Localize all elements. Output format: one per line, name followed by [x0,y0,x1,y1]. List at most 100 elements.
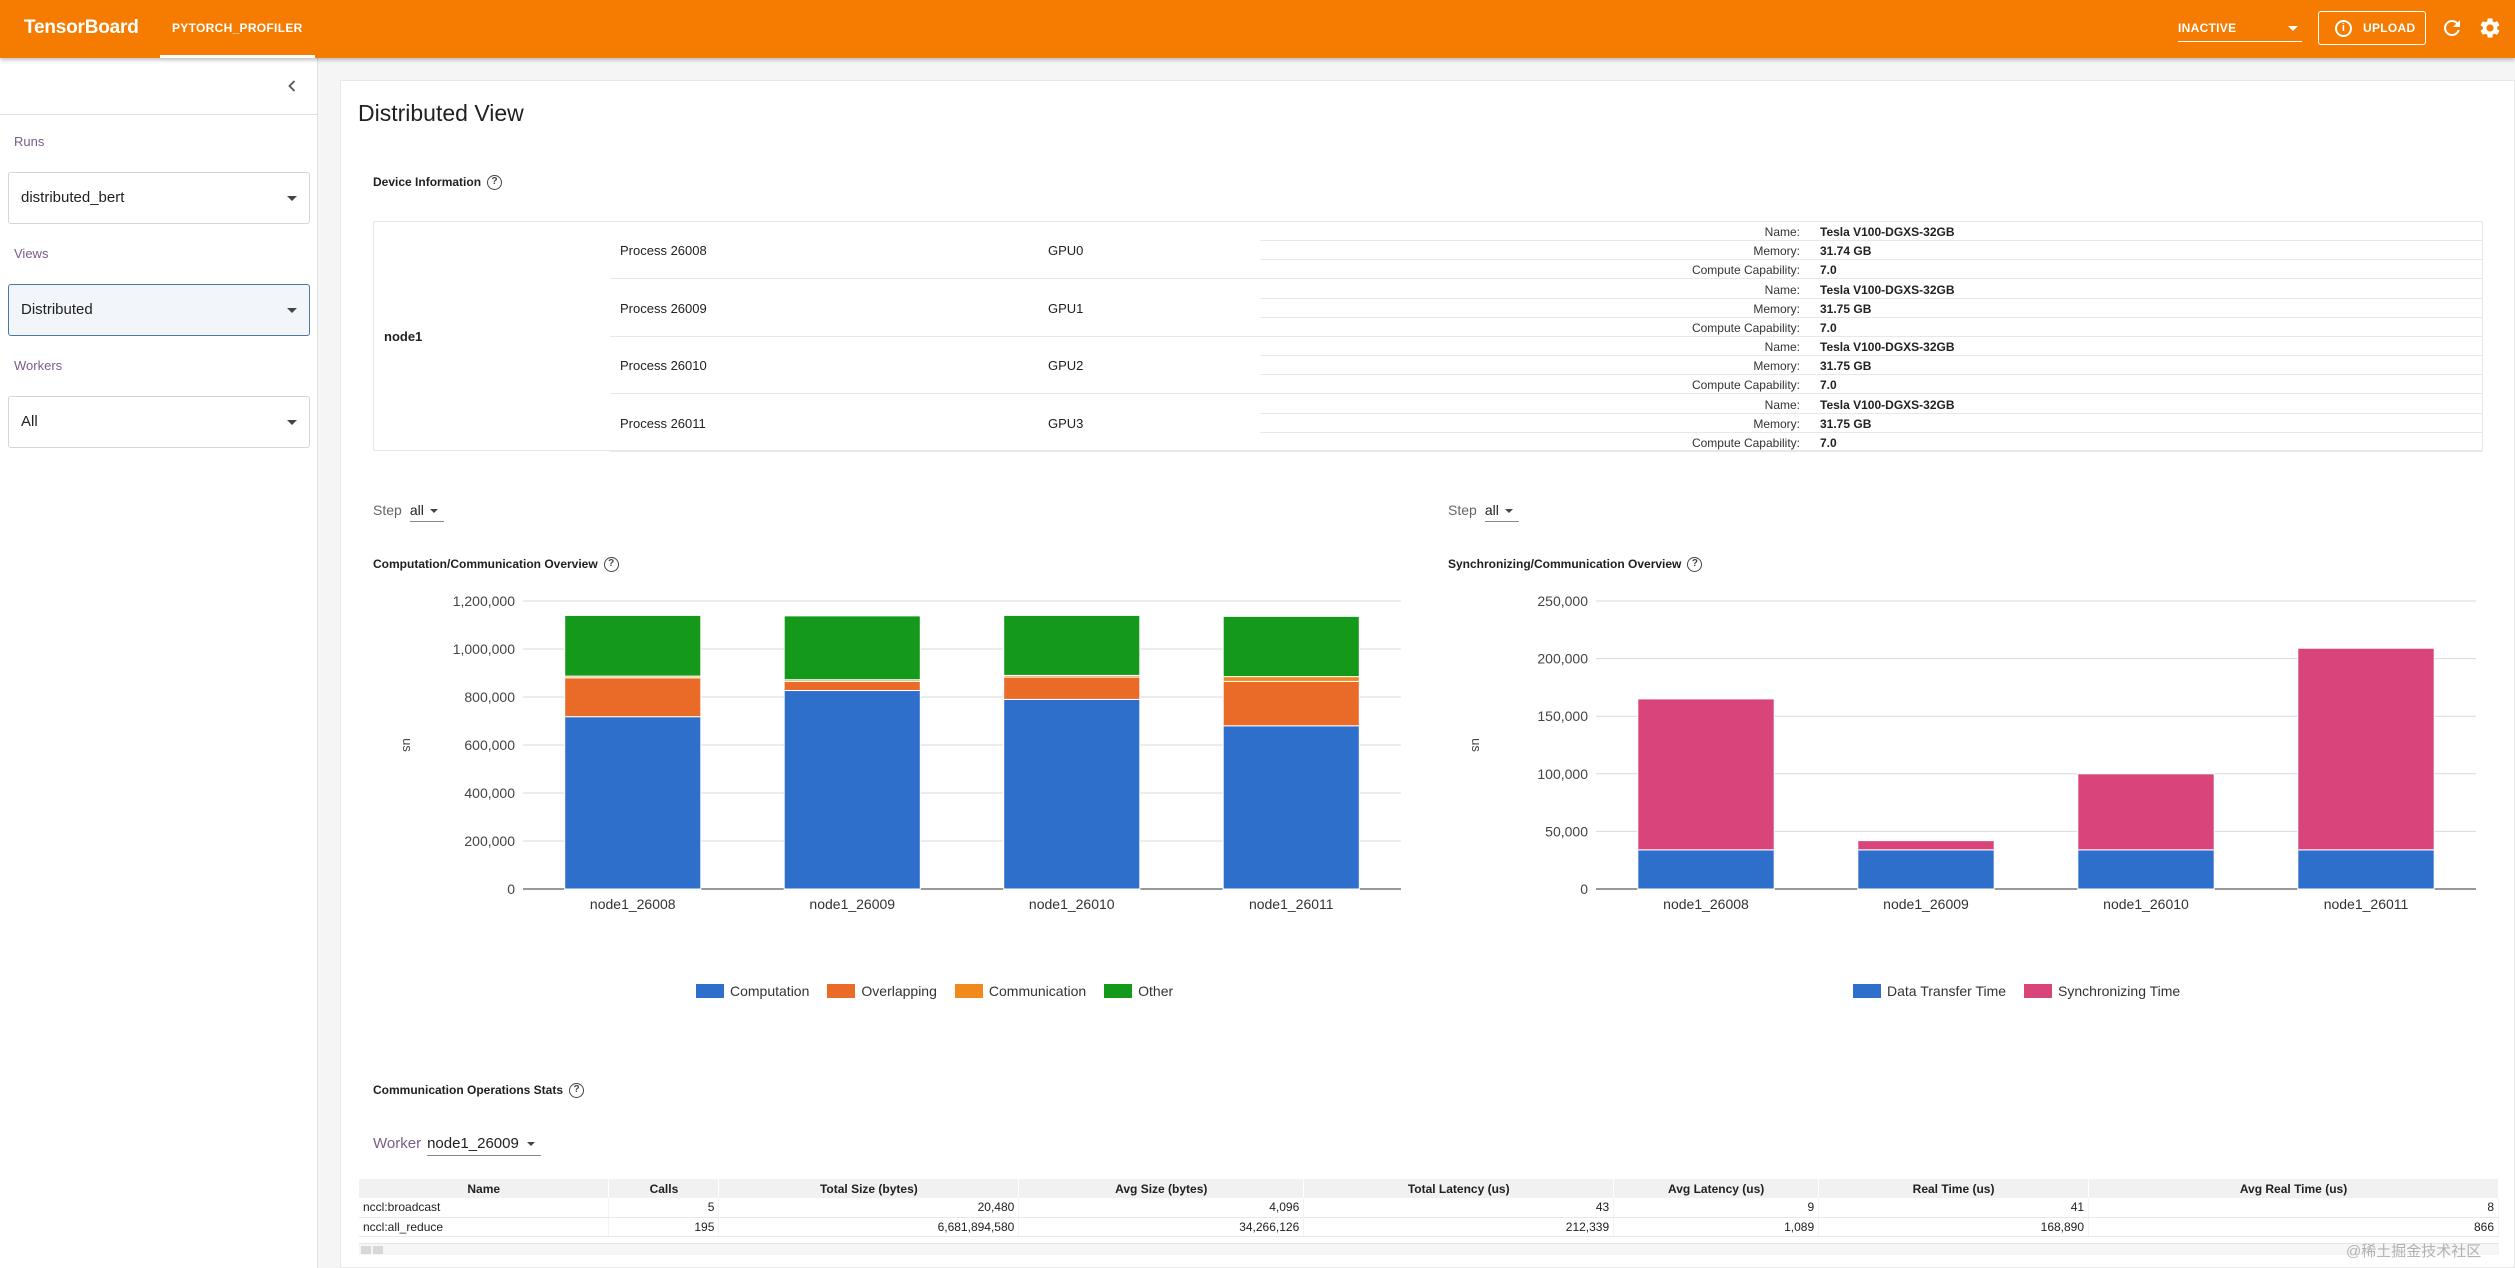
worker-selector[interactable]: Worker node1_26009 [373,1135,541,1156]
reload-state-select[interactable]: INACTIVE [2178,14,2302,42]
device-detail-row: Compute Capability: 7.0 [1260,318,2482,337]
column-header[interactable]: Name [359,1179,610,1198]
workers-select[interactable]: All [8,396,310,448]
table-cell: nccl:all_reduce [359,1217,610,1237]
x-tick-label: node1_26010 [2103,896,2189,912]
help-icon[interactable]: ? [569,1083,585,1099]
column-header[interactable]: Avg Real Time (us) [2088,1179,2499,1198]
column-header[interactable]: Total Latency (us) [1303,1179,1615,1198]
y-axis-label: us [400,738,415,752]
device-detail-row: Memory: 31.75 GB [1260,299,2482,318]
device-detail-row: Name: Tesla V100-DGXS-32GB [1260,222,2482,241]
help-icon[interactable]: ? [603,557,619,573]
scroll-right-icon[interactable] [373,1246,383,1254]
gpu-id: GPU0 [1048,243,1084,258]
bar-segment[interactable] [1003,676,1141,700]
process-row: Process 26008 GPU0 [610,222,1260,279]
bar-segment[interactable] [564,677,702,718]
step-value: all [1484,502,1499,518]
column-header[interactable]: Total Size (bytes) [718,1179,1020,1198]
node-label: node1 [384,329,423,344]
sidebar: Runs distributed_bert Views Distributed … [0,58,318,1268]
worker-label: Worker [373,1135,422,1152]
legend-item[interactable]: Computation [696,983,809,999]
bar-segment[interactable] [1222,725,1360,890]
step-select[interactable]: all [1484,502,1519,522]
gear-icon[interactable] [2478,16,2502,40]
detail-key: Memory: [1753,359,1800,373]
process-row: Process 26009 GPU1 [610,280,1260,337]
bar-segment[interactable] [1222,676,1360,682]
column-header[interactable]: Real Time (us) [1818,1179,2090,1198]
detail-value: 7.0 [1820,435,1837,450]
legend-swatch [954,984,983,998]
bar-segment[interactable] [1857,840,1995,851]
column-header[interactable]: Calls [608,1179,720,1198]
table-cell: 41 [1818,1198,2090,1218]
workers-label: Workers [14,358,63,373]
bar-segment[interactable] [1857,849,1995,890]
legend-item[interactable]: Data Transfer Time [1853,983,2006,999]
detail-value: 31.75 GB [1820,301,1872,316]
table-row[interactable]: nccl:all_reduce 195 6,681,894,580 34,266,12… [359,1217,2499,1237]
bar-segment[interactable] [1637,698,1775,851]
gpu-id: GPU1 [1048,300,1084,316]
legend-item[interactable]: Synchronizing Time [2024,983,2180,999]
bar-segment[interactable] [564,614,702,677]
y-tick-label: 0 [1580,881,1588,897]
help-icon[interactable]: ? [487,175,503,191]
upload-label: UPLOAD [2363,21,2416,35]
y-tick-label: 200,000 [464,833,515,849]
bar-segment[interactable] [783,615,921,681]
gpu-id: GPU3 [1048,415,1084,431]
legend-item[interactable]: Communication [954,983,1086,999]
y-tick-label: 600,000 [464,737,515,753]
bar-segment[interactable] [564,716,702,890]
upload-button[interactable]: i UPLOAD [2318,11,2426,45]
runs-select[interactable]: distributed_bert [8,172,310,224]
bar-segment[interactable] [1003,698,1141,890]
bar-segment[interactable] [2077,773,2215,851]
table-cell: 168,890 [1818,1217,2090,1237]
bar-segment[interactable] [1637,849,1775,890]
reload-icon[interactable] [2440,16,2464,40]
x-tick-label: node1_26011 [1249,896,1334,912]
detail-key: Name: [1764,340,1800,354]
column-header[interactable]: Avg Size (bytes) [1018,1179,1305,1198]
chevron-left-icon[interactable] [282,76,302,96]
caret-down-icon [287,308,297,313]
bar-segment[interactable] [2077,849,2215,890]
detail-key: Memory: [1753,416,1800,431]
step-select[interactable]: all [409,502,444,522]
sidebar-divider [0,114,318,115]
y-tick-label: 1,000,000 [453,641,515,657]
bar-segment[interactable] [783,690,921,890]
device-detail-row: Name: Tesla V100-DGXS-32GB [1260,280,2482,299]
legend-item[interactable]: Other [1104,983,1173,999]
bar-segment[interactable] [783,680,921,692]
legend-swatch [827,984,856,998]
column-header[interactable]: Avg Latency (us) [1613,1179,1820,1198]
worker-select[interactable]: node1_26009 [427,1135,541,1156]
bar-segment[interactable] [2297,647,2435,851]
table-row[interactable]: nccl:broadcast 5 20,480 4,096 43 9 41 8 [359,1198,2499,1218]
horizontal-scrollbar[interactable] [359,1243,2499,1255]
views-select[interactable]: Distributed [8,284,310,336]
table-cell: 5 [608,1198,720,1218]
detail-value: 7.0 [1820,320,1837,335]
x-tick-label: node1_26011 [2324,896,2409,912]
workers-value: All [21,413,38,430]
help-icon[interactable]: ? [1687,557,1703,573]
bar-segment[interactable] [1222,615,1360,678]
scroll-left-icon[interactable] [361,1246,371,1254]
step-selector-left[interactable]: Step all [373,502,444,522]
bar-segment[interactable] [1222,680,1360,727]
y-axis-label: us [1469,738,1484,752]
tab-pytorch-profiler[interactable]: PYTORCH_PROFILER [160,0,315,58]
detail-key: Name: [1764,225,1800,239]
process-row: Process 26011 GPU3 [610,395,1260,452]
step-selector-right[interactable]: Step all [1448,502,1519,522]
bar-segment[interactable] [1003,614,1141,676]
legend-item[interactable]: Overlapping [827,983,937,999]
bar-segment[interactable] [2297,849,2435,890]
